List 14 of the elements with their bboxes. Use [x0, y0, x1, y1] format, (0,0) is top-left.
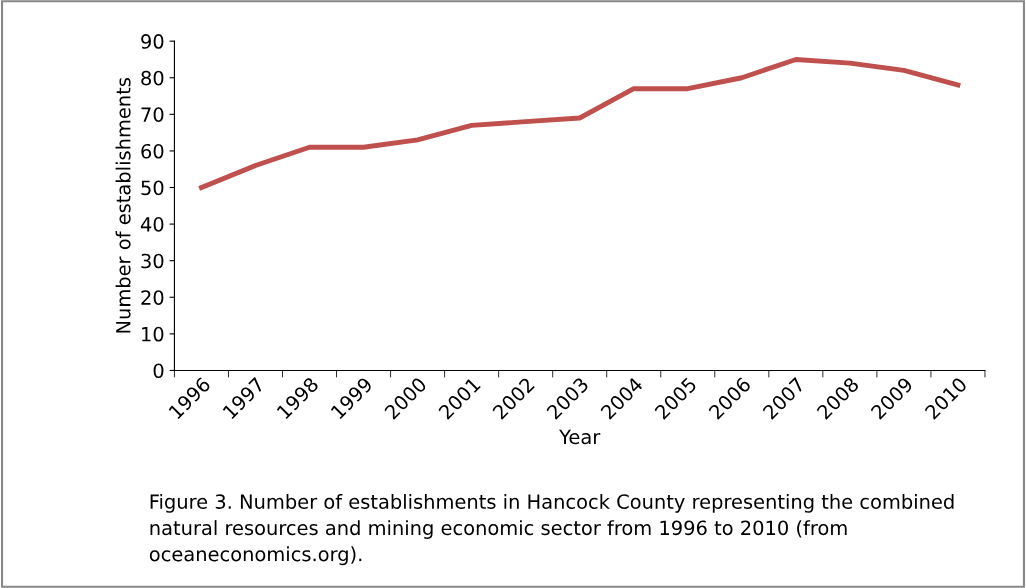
- y-tick-label: 70: [141, 107, 164, 122]
- y-tick-label: 30: [141, 253, 164, 269]
- y-tick-label: 80: [141, 70, 164, 86]
- y-tick-label: 90: [141, 34, 164, 49]
- y-tick-label: 10: [142, 326, 164, 342]
- y-tick-label: 0: [153, 363, 164, 379]
- caption: Figure 3. Number of establishments in Hancock County representing the combined natural resources and mining economic sector from 1996 to 2010 (from oceaneconomics.org).: [149, 493, 954, 566]
- x-axis-title: Year: [559, 429, 601, 445]
- y-tick-label: 50: [141, 180, 164, 196]
- y-tick-label: 60: [141, 143, 164, 159]
- line-series: [199, 57, 961, 190]
- y-tick-label: 20: [141, 290, 164, 305]
- y-axis-title: Number of establishments: [115, 78, 131, 333]
- y-tick-label: 40: [140, 217, 164, 232]
